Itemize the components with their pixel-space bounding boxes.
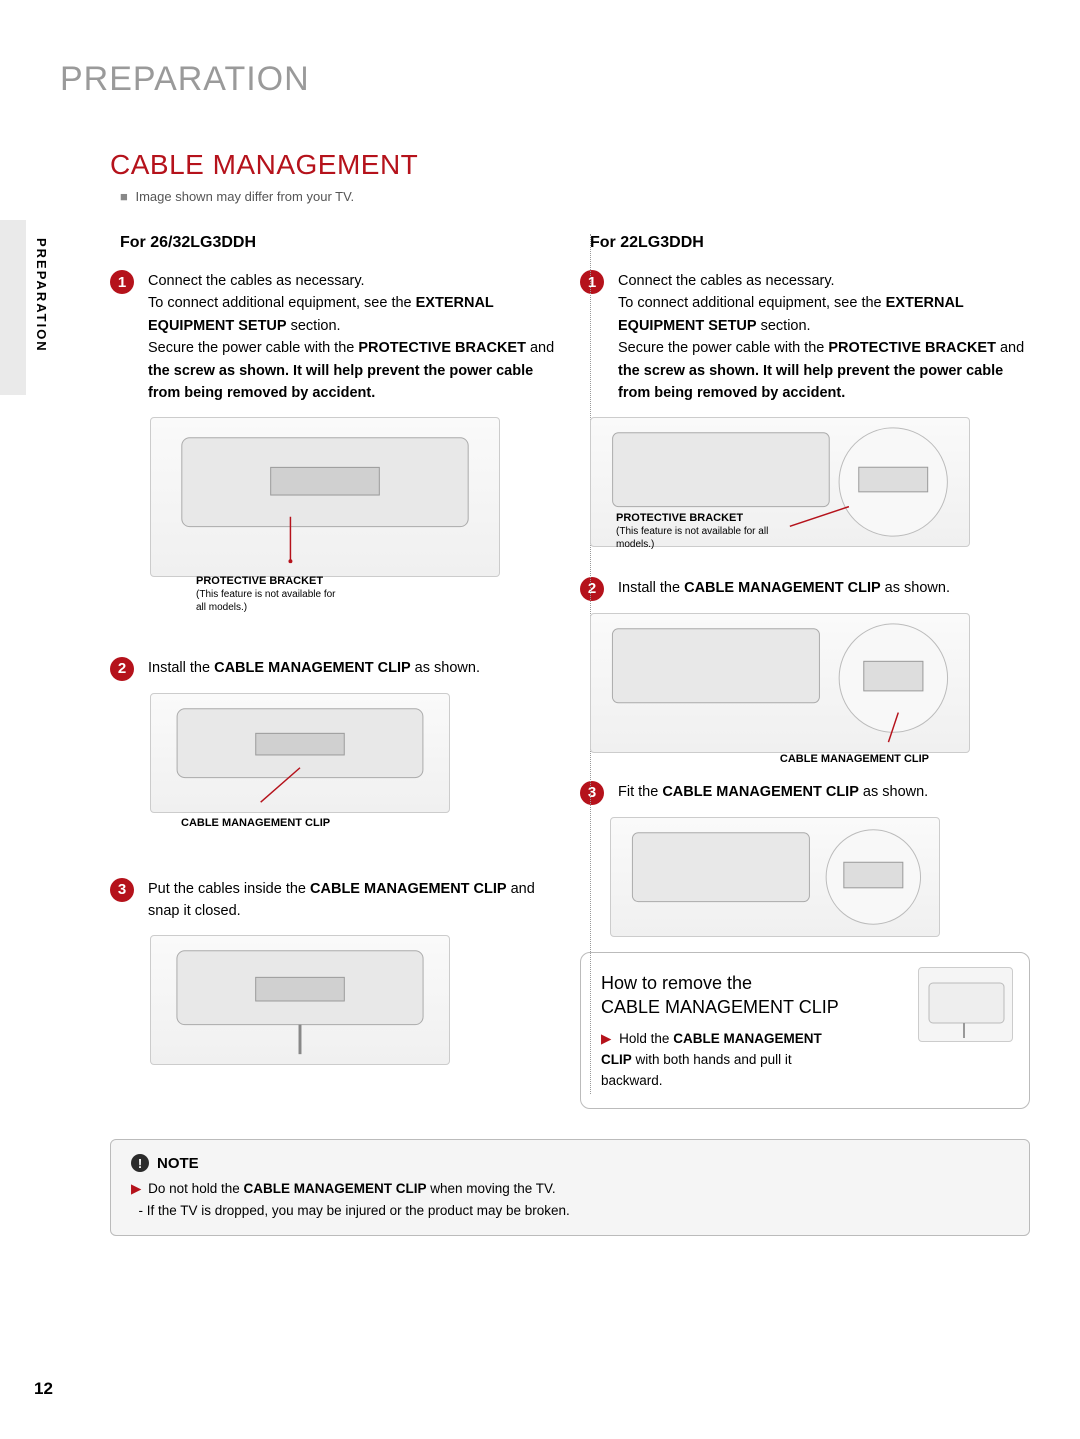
- sidebar-tab-highlight: [0, 220, 26, 395]
- bullet-icon: ■: [120, 189, 128, 204]
- tv-back-illustration: [151, 418, 499, 576]
- step-text: Fit the CABLE MANAGEMENT CLIP as shown.: [618, 781, 928, 805]
- callout-protective-bracket: PROTECTIVE BRACKET (This feature is not …: [196, 574, 346, 614]
- step-text: Install the CABLE MANAGEMENT CLIP as sho…: [148, 657, 480, 681]
- clip-illustration: [919, 968, 1014, 1043]
- two-columns: For 26/32LG3DDH 1 Connect the cables as …: [110, 234, 1030, 1109]
- right-col-title: For 22LG3DDH: [590, 234, 1030, 252]
- right-diagram-3: [610, 817, 940, 937]
- left-col-title: For 26/32LG3DDH: [120, 234, 560, 252]
- step-number-icon: 3: [580, 781, 604, 805]
- section-title: CABLE MANAGEMENT: [110, 149, 1030, 181]
- tv-back-illustration: [151, 936, 449, 1064]
- text: Fit the: [618, 784, 662, 800]
- left-diagram-2: CABLE MANAGEMENT CLIP: [150, 693, 450, 813]
- bold-text: the screw as shown. It will help prevent…: [148, 363, 533, 401]
- text: section.: [757, 318, 811, 334]
- text: CABLE MANAGEMENT CLIP: [601, 997, 839, 1017]
- sidebar-label: PREPARATION: [34, 238, 49, 353]
- step-number-icon: 1: [580, 270, 604, 294]
- section-subnote: ■ Image shown may differ from your TV.: [120, 189, 1030, 204]
- left-column: For 26/32LG3DDH 1 Connect the cables as …: [110, 234, 560, 1109]
- note-body: ▶ Do not hold the CABLE MANAGEMENT CLIP …: [131, 1178, 1009, 1221]
- text: Connect the cables as necessary.: [618, 273, 835, 289]
- text: To connect additional equipment, see the: [148, 295, 416, 311]
- bold-text: CABLE MANAGEMENT CLIP: [310, 881, 507, 897]
- right-step-3: 3 Fit the CABLE MANAGEMENT CLIP as shown…: [580, 781, 1030, 805]
- howto-remove-box: How to remove the CABLE MANAGEMENT CLIP …: [580, 952, 1030, 1109]
- howto-thumbnail: [918, 967, 1013, 1042]
- bold-text: CABLE MANAGEMENT CLIP: [662, 784, 859, 800]
- text: section.: [287, 318, 341, 334]
- subnote-text: Image shown may differ from your TV.: [135, 189, 354, 204]
- text: and: [526, 340, 554, 356]
- text: as shown.: [881, 580, 950, 596]
- text: Install the: [618, 580, 684, 596]
- text: Put the cables inside the: [148, 881, 310, 897]
- bold-text: the screw as shown. It will help prevent…: [618, 363, 1003, 401]
- step-number-icon: 1: [110, 270, 134, 294]
- right-diagram-1: PROTECTIVE BRACKET (This feature is not …: [590, 417, 970, 547]
- text: as shown.: [859, 784, 928, 800]
- text: when moving the TV.: [426, 1181, 555, 1196]
- bold-text: CABLE MANAGEMENT CLIP: [214, 660, 411, 676]
- bold-text: PROTECTIVE BRACKET: [358, 340, 526, 356]
- text: as shown.: [411, 660, 480, 676]
- step-number-icon: 2: [580, 577, 604, 601]
- tv-back-illustration: [151, 694, 449, 812]
- left-diagram-3: [150, 935, 450, 1065]
- callout-label: PROTECTIVE BRACKET: [196, 575, 323, 587]
- left-diagram-1: PROTECTIVE BRACKET (This feature is not …: [150, 417, 500, 577]
- note-box: ! NOTE ▶ Do not hold the CABLE MANAGEMEN…: [110, 1139, 1030, 1236]
- tv-back-illustration: [611, 818, 939, 936]
- text: Secure the power cable with the: [148, 340, 358, 356]
- text: - If the TV is dropped, you may be injur…: [139, 1203, 570, 1218]
- exclamation-icon: !: [131, 1154, 149, 1172]
- step-text: Connect the cables as necessary. To conn…: [148, 270, 560, 405]
- callout-label: PROTECTIVE BRACKET: [616, 512, 743, 524]
- bold-text: CABLE MANAGEMENT CLIP: [243, 1181, 426, 1196]
- note-header: ! NOTE: [131, 1154, 1009, 1172]
- left-step-3: 3 Put the cables inside the CABLE MANAGE…: [110, 878, 560, 923]
- step-text: Connect the cables as necessary. To conn…: [618, 270, 1030, 405]
- text: Do not hold the: [148, 1181, 243, 1196]
- triangle-icon: ▶: [601, 1031, 611, 1046]
- text: Install the: [148, 660, 214, 676]
- tv-back-illustration: [591, 614, 969, 752]
- callout-protective-bracket: PROTECTIVE BRACKET (This feature is not …: [616, 511, 786, 551]
- right-diagram-2: CABLE MANAGEMENT CLIP: [590, 613, 970, 753]
- text: Hold the: [619, 1031, 673, 1046]
- triangle-icon: ▶: [131, 1181, 141, 1196]
- text: Connect the cables as necessary.: [148, 273, 365, 289]
- bold-text: PROTECTIVE BRACKET: [828, 340, 996, 356]
- right-column: For 22LG3DDH 1 Connect the cables as nec…: [580, 234, 1030, 1109]
- text: To connect additional equipment, see the: [618, 295, 886, 311]
- left-step-2: 2 Install the CABLE MANAGEMENT CLIP as s…: [110, 657, 560, 681]
- step-text: Put the cables inside the CABLE MANAGEME…: [148, 878, 560, 923]
- note-label: NOTE: [157, 1155, 199, 1172]
- sidebar-tab: PREPARATION: [0, 220, 55, 420]
- callout-sub: (This feature is not available for all m…: [196, 588, 346, 614]
- main-title: PREPARATION: [60, 60, 1030, 99]
- callout-cable-clip: CABLE MANAGEMENT CLIP: [780, 752, 929, 766]
- right-step-2: 2 Install the CABLE MANAGEMENT CLIP as s…: [580, 577, 1030, 601]
- callout-cable-clip: CABLE MANAGEMENT CLIP: [181, 816, 330, 830]
- text: and: [996, 340, 1024, 356]
- text: How to remove the: [601, 973, 752, 993]
- page-number: 12: [34, 1379, 53, 1399]
- text: Secure the power cable with the: [618, 340, 828, 356]
- step-number-icon: 3: [110, 878, 134, 902]
- step-text: Install the CABLE MANAGEMENT CLIP as sho…: [618, 577, 950, 601]
- step-number-icon: 2: [110, 657, 134, 681]
- callout-sub: (This feature is not available for all m…: [616, 525, 786, 551]
- left-step-1: 1 Connect the cables as necessary. To co…: [110, 270, 560, 405]
- right-step-1: 1 Connect the cables as necessary. To co…: [580, 270, 1030, 405]
- bold-text: CABLE MANAGEMENT CLIP: [684, 580, 881, 596]
